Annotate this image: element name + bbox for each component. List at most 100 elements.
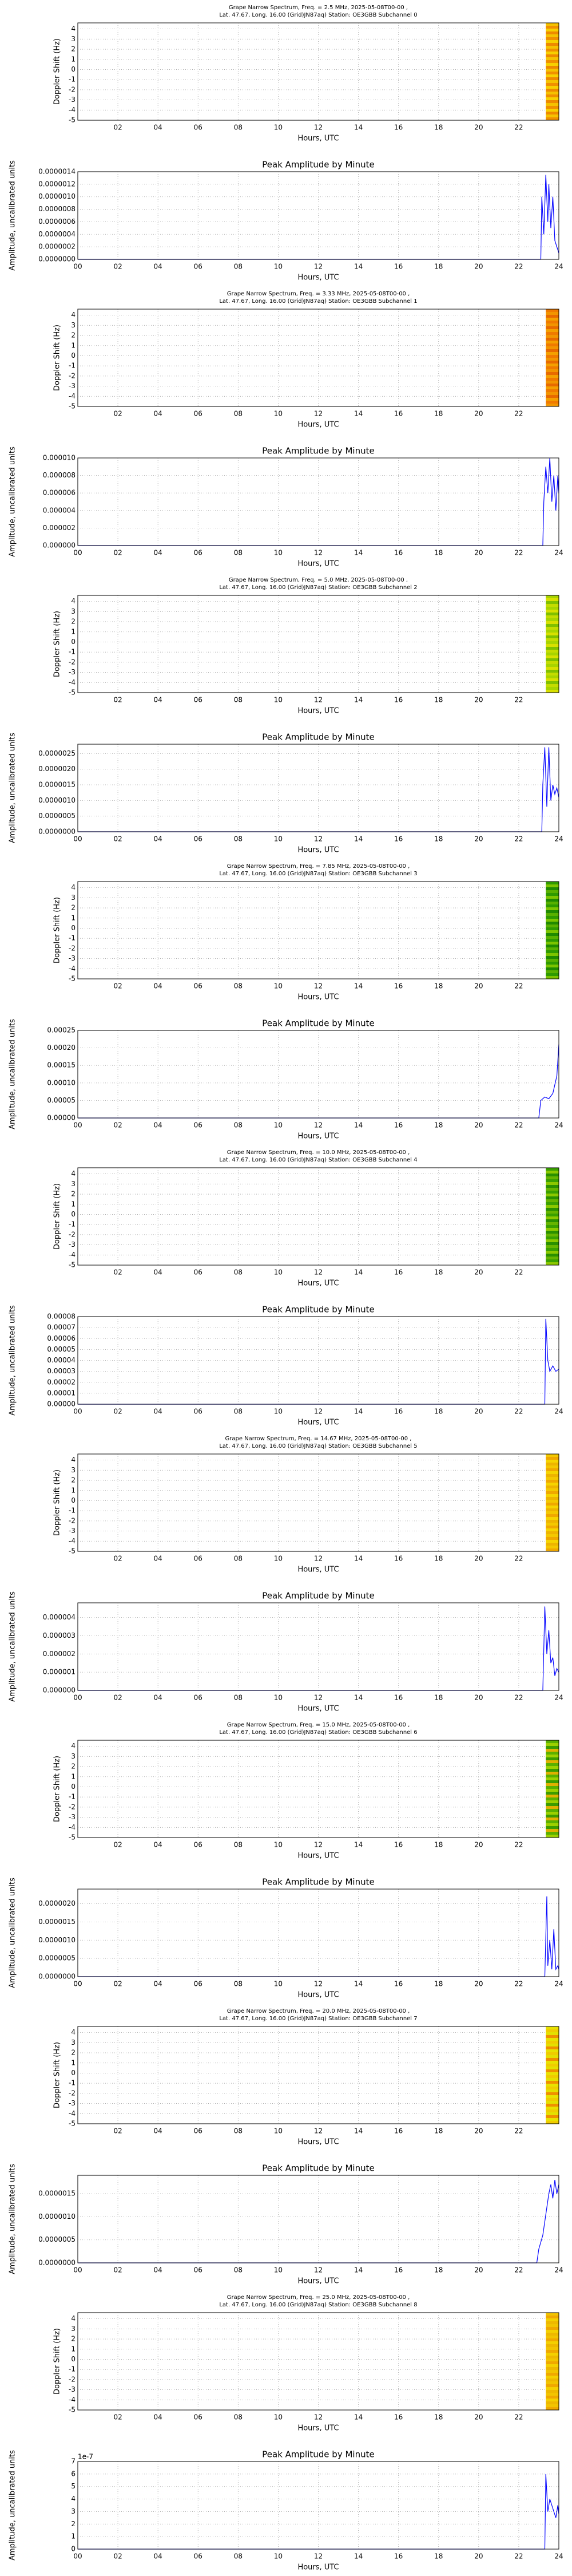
spectrum-cell xyxy=(546,1766,559,1769)
y-tick-label: 0.0000012 xyxy=(38,180,76,188)
spectrum-cell xyxy=(546,40,559,44)
spectrum-cell xyxy=(546,1485,559,1489)
x-tick-label: 02 xyxy=(113,1269,122,1277)
x-tick-label: 08 xyxy=(234,1694,243,1702)
y-tick-label: 0.0000000 xyxy=(38,828,76,836)
y-tick-label: 0.0000006 xyxy=(38,218,76,226)
spectrum-cell xyxy=(546,2327,559,2330)
plot-frame xyxy=(77,744,559,832)
spectrum-cell xyxy=(546,2038,559,2041)
spectrum-cell xyxy=(546,1205,559,1208)
spectrum-cell xyxy=(546,1194,559,1197)
y-tick-label: 3 xyxy=(71,2325,76,2333)
y-tick-label: 4 xyxy=(71,597,76,605)
y-tick-label: 0.0000010 xyxy=(38,2212,76,2221)
spectrum-cell xyxy=(546,1775,559,1778)
x-tick-label: 06 xyxy=(194,549,202,557)
x-tick-label: 04 xyxy=(154,1980,162,1988)
y-tick-label: -5 xyxy=(69,1261,76,1269)
x-tick-label: 22 xyxy=(514,124,523,132)
spectrum-cell xyxy=(546,1757,559,1761)
y-tick-label: 0.0000000 xyxy=(38,1973,76,1981)
spectrum-cell xyxy=(546,2107,559,2110)
x-tick-label: 06 xyxy=(194,2413,202,2421)
spectrum-cell xyxy=(546,2041,559,2044)
spectrum-cell xyxy=(546,321,559,324)
spectrum-cell xyxy=(546,309,559,313)
y-tick-label: 1 xyxy=(71,341,76,349)
y-tick-label: -5 xyxy=(69,975,76,983)
x-tick-label: 18 xyxy=(434,1555,443,1563)
y-tick-label: 0.0000005 xyxy=(38,812,76,820)
spectrum-cell xyxy=(546,936,559,939)
spectrum-cell xyxy=(546,323,559,327)
spectrum-cell xyxy=(546,1497,559,1500)
x-tick-label: 22 xyxy=(514,1408,523,1416)
spectrum-cell xyxy=(546,965,559,968)
y-tick-label: 4 xyxy=(71,1456,76,1464)
spectrum-cell xyxy=(546,2095,559,2099)
y-tick-label: -2 xyxy=(69,85,76,93)
x-tick-label: 20 xyxy=(474,2127,483,2135)
spectrum-cell xyxy=(546,942,559,945)
spectrum-cell xyxy=(546,404,559,407)
y-tick-label: 0.00003 xyxy=(47,1367,76,1375)
y-tick-label: -5 xyxy=(69,1547,76,1555)
spectrum-cell xyxy=(546,947,559,951)
spectrum-cell xyxy=(546,2078,559,2081)
y-tick-label: 1 xyxy=(71,627,76,635)
spectrum-cell xyxy=(546,2376,559,2379)
spectrum-cell xyxy=(546,2316,559,2319)
spectrum-cell xyxy=(546,54,559,58)
y-tick-label: 0.000002 xyxy=(43,524,76,532)
x-tick-label: 12 xyxy=(314,2553,323,2561)
x-tick-label: 04 xyxy=(154,835,162,843)
x-tick-label: 08 xyxy=(234,835,243,843)
y-tick-label: 3 xyxy=(71,894,76,902)
x-tick-label: 14 xyxy=(354,2553,363,2561)
spectrum-cell xyxy=(546,1460,559,1463)
y-tick-label: 0.00000 xyxy=(47,1400,76,1408)
y-axis-label: Amplitude, uncalibrated units xyxy=(9,1305,17,1416)
x-tick-label: 10 xyxy=(274,1269,283,1277)
spectrum-cell xyxy=(546,372,559,376)
y-tick-label: 0.000010 xyxy=(43,454,76,462)
spectrum-cell xyxy=(546,312,559,315)
spectrum-cell xyxy=(546,1171,559,1174)
y-tick-label: 1 xyxy=(71,1772,76,1780)
spectrum-cell xyxy=(546,1743,559,1747)
spectrum-cell xyxy=(546,1803,559,1807)
chart-subtitle: Lat. 47.67, Long. 16.00 (Grid)JN87aq) St… xyxy=(219,2016,417,2022)
spectrum-cell xyxy=(546,23,559,26)
x-tick-label: 20 xyxy=(474,549,483,557)
spectrum-cell xyxy=(546,2029,559,2033)
y-tick-label: 0.0000020 xyxy=(38,765,76,773)
y-tick-label: 4 xyxy=(71,2314,76,2322)
spectrum-cell xyxy=(546,913,559,916)
y-tick-label: -3 xyxy=(69,1813,76,1821)
y-tick-label: 0 xyxy=(71,351,76,359)
spectrum-cell xyxy=(546,1514,559,1518)
y-tick-label: -1 xyxy=(69,76,76,84)
x-tick-label: 20 xyxy=(474,982,483,990)
spectrum-cell xyxy=(546,1740,559,1744)
x-tick-label: 24 xyxy=(554,263,563,271)
spectrum-band xyxy=(546,1740,559,1838)
spectrum-cell xyxy=(546,2321,559,2325)
y-tick-label: -3 xyxy=(69,382,76,390)
spectrum-cell xyxy=(546,1214,559,1217)
y-tick-label: -3 xyxy=(69,954,76,962)
x-tick-label: 18 xyxy=(434,2127,443,2135)
spectrum-band xyxy=(546,2313,559,2411)
y-tick-label: -2 xyxy=(69,1230,76,1238)
x-tick-label: 18 xyxy=(434,835,443,843)
x-axis-label: Hours, UTC xyxy=(297,1279,339,1288)
x-tick-label: 20 xyxy=(474,1694,483,1702)
spectrum-cell xyxy=(546,690,559,693)
chart-title: Peak Amplitude by Minute xyxy=(262,732,374,742)
spectrum-cell xyxy=(546,1242,559,1246)
spectrum-cell xyxy=(546,1835,559,1838)
y-tick-label: 0.000008 xyxy=(43,471,76,479)
spectrum-cell xyxy=(546,1780,559,1784)
x-tick-label: 04 xyxy=(154,263,162,271)
